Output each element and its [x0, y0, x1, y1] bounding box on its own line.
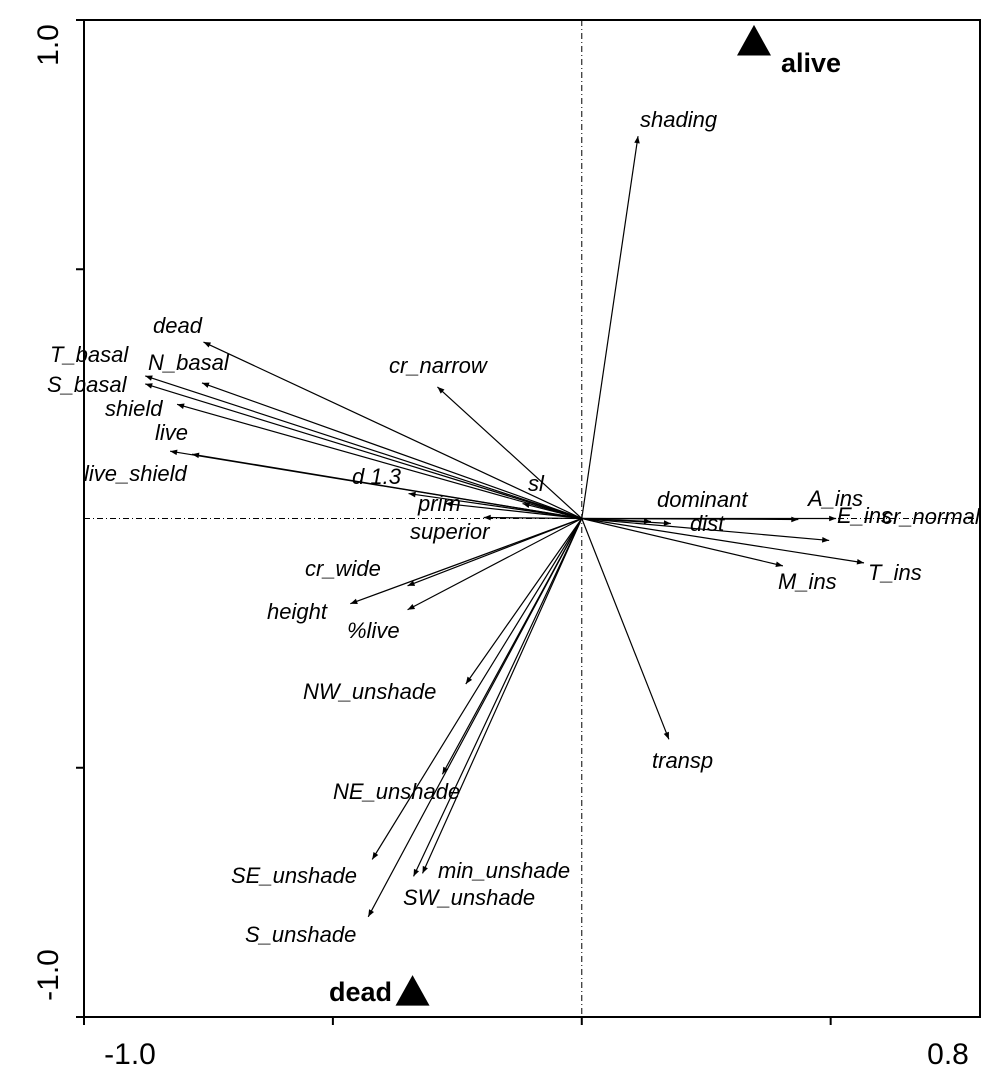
vector-label-superior: superior [410, 519, 491, 544]
vector-arrow-superior [483, 514, 582, 521]
vector-label-ne-unshade: NE_unshade [333, 779, 460, 804]
vector-label-live: live [155, 420, 188, 445]
point-label-dead: dead [329, 977, 392, 1007]
vector-label-transp: transp [652, 748, 713, 773]
vector-arrow--live [407, 517, 583, 611]
vector-arrow-t-basal [145, 375, 582, 520]
vector-label-sl: sl [528, 471, 545, 496]
vector-arrow-prim [445, 501, 582, 520]
vector-label-s-unshade: S_unshade [245, 922, 356, 947]
vector-label-sw-unshade: SW_unshade [403, 885, 535, 910]
vector-arrow-shield [176, 403, 582, 520]
triangle-marker-dead [395, 975, 430, 1006]
vector-label-dist: dist [690, 511, 725, 536]
vector-arrow-cr-narrow [437, 386, 583, 519]
vector-label-cr-narrow: cr_narrow [389, 353, 489, 378]
vector-arrow-se-unshade [371, 518, 583, 860]
triangle-marker-alive [737, 24, 772, 56]
vector-label-s-basal: S_basal [47, 372, 128, 397]
vector-label-t-ins: T_ins [868, 560, 922, 585]
vector-arrow-min-unshade [421, 518, 583, 874]
vector-arrow-dead [203, 341, 583, 520]
vector-arrow-sw-unshade [412, 518, 583, 877]
axis-ticks [76, 19, 832, 1025]
vector-label-n-basal: N_basal [148, 350, 230, 375]
vector-label-e-ins: E_ins [837, 503, 892, 528]
y-tick-label-bottom: -1.0 [32, 949, 65, 1001]
vector-label-a-ins: A_ins [806, 486, 863, 511]
vector-label-shield: shield [105, 396, 163, 421]
vector-arrow-sl [522, 502, 582, 520]
vector-arrow-transp [581, 518, 670, 740]
vector-arrow-nw-unshade [465, 518, 583, 685]
vector-label-d-1-3: d 1.3 [352, 464, 402, 489]
vector-arrow-e-ins [581, 517, 830, 543]
plot-frame [83, 19, 981, 1018]
vector-label--live: %live [347, 618, 400, 643]
vector-arrow-t-ins [581, 517, 865, 565]
vector-label-dead: dead [153, 313, 203, 338]
vector-label-min-unshade: min_unshade [438, 858, 570, 883]
vector-label-prim: prim [417, 491, 461, 516]
x-tick-label-left: -1.0 [104, 1038, 156, 1071]
vector-label-t-basal: T_basal [50, 342, 129, 367]
vector-arrow-shading [581, 136, 640, 519]
vector-arrow-n-basal [201, 382, 582, 520]
group-points: alive dead [329, 24, 841, 1007]
x-tick-label-right: 0.8 [927, 1038, 969, 1071]
vector-arrow-s-basal [145, 383, 582, 520]
vector-label-se-unshade: SE_unshade [231, 863, 357, 888]
vector-label-height: height [267, 599, 328, 624]
vector-label-live-shield: live_shield [84, 461, 187, 486]
vector-arrow-m-ins [581, 517, 784, 567]
vector-label-cr-wide: cr_wide [305, 556, 381, 581]
vector-arrow-height [350, 517, 582, 605]
vector-arrows [145, 136, 865, 918]
vector-label-dominant: dominant [657, 487, 748, 512]
vector-arrow-s-unshade [367, 518, 583, 918]
y-tick-label-top: 1.0 [32, 24, 65, 66]
vector-arrow-live-shield [191, 452, 582, 520]
vector-label-cr-normal: cr_normal [882, 504, 981, 529]
vector-arrow-d-1-3 [408, 491, 582, 520]
vector-label-nw-unshade: NW_unshade [303, 679, 436, 704]
vector-label-m-ins: M_ins [778, 569, 837, 594]
point-label-alive: alive [781, 48, 841, 78]
vector-label-shading: shading [640, 107, 718, 132]
